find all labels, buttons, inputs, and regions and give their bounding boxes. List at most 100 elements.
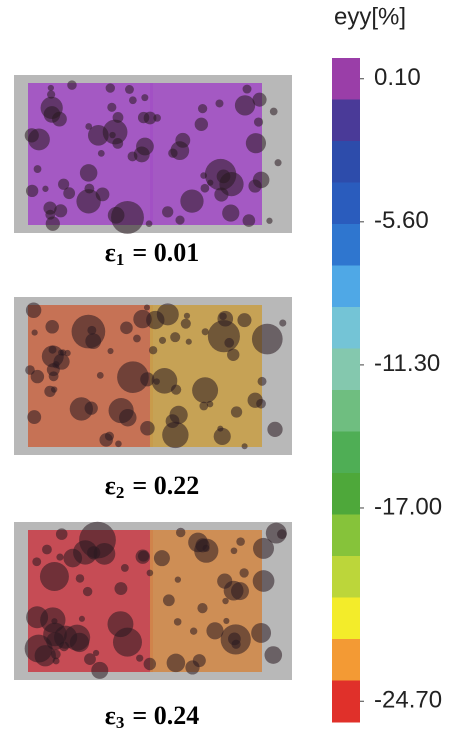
pore	[248, 179, 261, 192]
pore	[253, 570, 275, 592]
pore	[97, 372, 104, 379]
pore	[56, 554, 63, 561]
pore	[181, 319, 191, 329]
pore	[154, 550, 170, 566]
pore	[79, 616, 85, 622]
pore	[192, 377, 218, 403]
pore	[166, 414, 180, 428]
pore	[222, 598, 228, 604]
pore	[42, 545, 52, 555]
pore	[222, 204, 239, 221]
colorbar-band	[332, 100, 360, 142]
pore	[107, 103, 116, 112]
pore	[53, 657, 60, 664]
pore	[26, 185, 38, 197]
pore	[98, 150, 105, 157]
caption: ε2= 0.22	[105, 471, 199, 502]
pore	[208, 320, 240, 352]
pore	[184, 313, 190, 319]
pore	[170, 332, 180, 342]
colorbar-band	[332, 307, 360, 349]
pore	[186, 339, 192, 345]
pore	[45, 320, 59, 334]
pore	[248, 393, 263, 408]
pore	[42, 186, 48, 192]
pore	[246, 133, 266, 153]
colorbar-band	[332, 183, 360, 225]
colorbar-band	[332, 266, 360, 308]
pore	[264, 646, 282, 664]
pore	[76, 574, 85, 583]
pore	[103, 120, 128, 145]
pore	[115, 441, 122, 448]
pore	[167, 654, 186, 673]
pore	[198, 104, 207, 113]
pore	[128, 151, 138, 161]
pore	[141, 94, 148, 101]
caption: ε1= 0.01	[105, 238, 199, 269]
caption-symbol: ε	[105, 701, 116, 730]
pore	[202, 328, 209, 335]
pore	[231, 582, 249, 600]
pore	[32, 557, 41, 566]
pore	[31, 370, 44, 383]
pore	[26, 303, 41, 318]
pore	[162, 206, 173, 217]
pore	[48, 85, 54, 91]
colorbar-band	[332, 639, 360, 681]
pore	[185, 660, 199, 674]
pore	[252, 324, 283, 355]
pore	[54, 204, 67, 217]
pore	[27, 410, 41, 424]
pore	[176, 528, 185, 537]
pore	[159, 337, 166, 344]
pore	[236, 537, 245, 546]
pore	[231, 547, 238, 554]
colorbar-band	[332, 141, 360, 183]
pore	[254, 117, 263, 126]
caption: ε3 = 0.24	[105, 701, 199, 732]
pore	[119, 409, 136, 426]
caption-value: = 0.24	[132, 701, 199, 730]
pore	[215, 99, 223, 107]
pore	[231, 406, 242, 417]
pore	[253, 93, 267, 107]
pore	[267, 422, 282, 437]
caption-index: 3	[116, 713, 125, 732]
pore	[235, 95, 255, 115]
pore	[136, 550, 150, 564]
colorbar-band	[332, 556, 360, 598]
pore	[133, 335, 141, 343]
pore	[28, 129, 50, 151]
pore	[188, 533, 208, 553]
caption-index: 1	[116, 250, 125, 269]
pore	[149, 346, 157, 354]
pore	[243, 214, 256, 227]
pore	[84, 184, 94, 194]
figure: eyy[%] ε1= 0.01ε2= 0.22ε3= 0.240.10-5.60…	[0, 0, 472, 736]
pore	[146, 311, 164, 329]
pore	[140, 421, 154, 435]
pore	[125, 85, 134, 94]
colorbar-band	[332, 390, 360, 432]
strain-map	[14, 522, 292, 680]
strain-map	[14, 297, 292, 455]
pore	[111, 201, 144, 234]
pore	[190, 628, 197, 635]
pore	[83, 587, 92, 596]
pore	[60, 349, 66, 355]
pore	[87, 546, 100, 559]
colorbar-title: eyy[%]	[334, 3, 406, 30]
pore	[219, 172, 243, 196]
pore	[80, 164, 98, 182]
pore	[105, 432, 114, 441]
pore	[279, 320, 286, 327]
pore	[85, 401, 98, 414]
pore	[117, 361, 149, 393]
tick-label: -17.00	[374, 493, 442, 520]
pore	[54, 626, 77, 649]
pore	[221, 624, 251, 654]
colorbar-band	[332, 58, 360, 100]
pore	[270, 108, 278, 116]
pore	[275, 159, 282, 166]
